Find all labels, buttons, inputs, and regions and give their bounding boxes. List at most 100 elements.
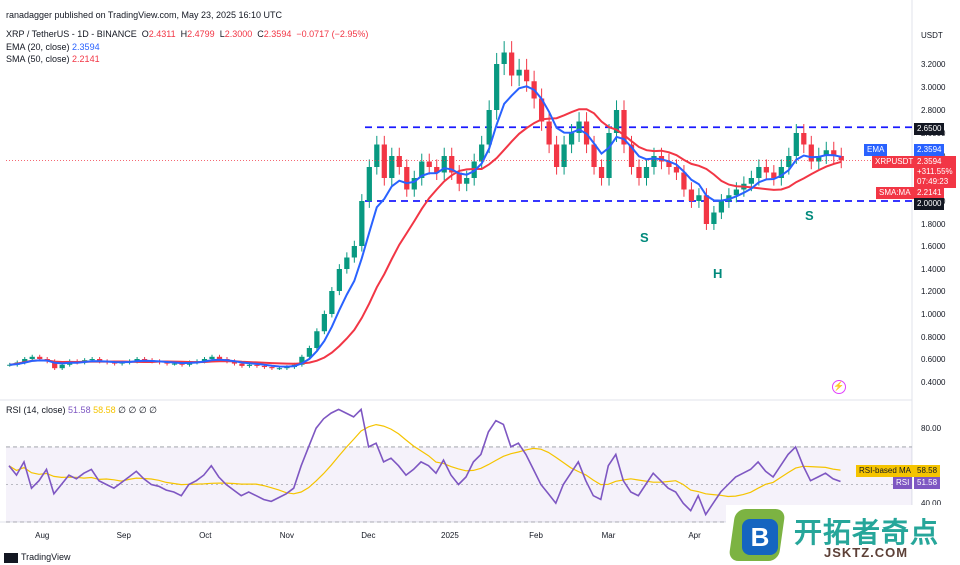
watermark-logo-inner: B <box>742 519 778 555</box>
time-tick-label: Apr <box>688 531 701 540</box>
price-tick-label: 1.4000 <box>921 265 946 274</box>
tradingview-logo[interactable]: TradingView <box>0 552 71 563</box>
time-tick-label: Aug <box>35 531 49 540</box>
candle-body <box>801 133 807 145</box>
price-tick-label: 1.2000 <box>921 287 946 296</box>
candle-body <box>561 144 567 167</box>
candle-body <box>763 167 769 173</box>
candle-body <box>449 156 455 173</box>
candle-body <box>778 167 784 178</box>
price-tick-label: 2.8000 <box>921 106 946 115</box>
candle-body <box>299 356 305 365</box>
candle-body <box>568 133 575 145</box>
candle-body <box>831 150 837 156</box>
candle-body <box>276 368 283 370</box>
rsi-line <box>8 407 841 517</box>
candle-body <box>164 362 170 364</box>
price-tick-label: 1.0000 <box>921 310 946 319</box>
candle-body <box>261 365 268 368</box>
rsi-value-tag: 51.58 <box>914 477 941 489</box>
candle-body <box>756 167 762 178</box>
rsi-legend[interactable]: RSI (14, close) 51.58 58.58 ∅ ∅ ∅ ∅ <box>6 405 157 416</box>
candle-body <box>606 133 612 178</box>
candle-body <box>441 156 447 173</box>
watermark: B 开拓者奇点 JSKTZ.COM <box>726 505 960 565</box>
candle-body <box>793 133 799 156</box>
candle-body <box>718 201 725 213</box>
pct-change: +311.55% <box>917 167 953 176</box>
price-tick-label: 0.8000 <box>921 333 946 342</box>
candle-body <box>179 363 185 365</box>
sma-value-tag: 2.2141 <box>914 187 945 199</box>
rsi-legend-extra: ∅ ∅ ∅ ∅ <box>118 405 158 415</box>
candle-body <box>314 331 320 348</box>
support-tag: 2.0000 <box>914 198 945 210</box>
candle-body <box>389 156 395 178</box>
ema-legend-value: 2.3594 <box>72 42 100 52</box>
brand-name: TradingView <box>21 552 71 562</box>
head-label: H <box>713 266 723 281</box>
candle-body <box>651 156 657 167</box>
candle-body <box>381 144 387 178</box>
rsi-ma-legend-value: 58.58 <box>93 405 116 415</box>
candle-body <box>209 356 215 359</box>
candle-body <box>494 64 500 110</box>
right-shoulder-label: S <box>805 208 814 223</box>
time-tick-label: Mar <box>602 531 616 540</box>
candle-body <box>598 167 605 178</box>
candle-body <box>509 52 515 76</box>
candle-body <box>426 161 432 167</box>
candle-body <box>97 359 103 362</box>
price-tick-label: 0.6000 <box>921 355 946 364</box>
publish-line: ranadagger published on TradingView.com,… <box>6 10 283 20</box>
tradingview-icon <box>4 552 18 563</box>
rsi-name-tag: RSI <box>893 477 913 489</box>
candle-body <box>284 367 290 369</box>
o-value: 2.4311 <box>148 29 176 39</box>
c-value: 2.3594 <box>263 29 292 39</box>
rsi-legend-value: 51.58 <box>68 405 91 415</box>
watermark-subtitle: JSKTZ.COM <box>824 545 909 560</box>
candle-body <box>329 291 335 314</box>
candle-body <box>771 172 777 178</box>
price-tick-label: 3.2000 <box>921 60 946 69</box>
ema-name-tag: EMA <box>864 144 888 156</box>
h-value: 2.4799 <box>187 29 215 39</box>
candle-body <box>591 144 597 167</box>
candle-body <box>479 144 485 162</box>
ema-line <box>9 85 842 368</box>
candle-body <box>703 195 710 224</box>
symbol-title[interactable]: XRP / TetherUS - 1D - BINANCE <box>6 29 137 39</box>
rsi-tick-label: 80.00 <box>921 424 942 433</box>
candle-body <box>231 361 238 364</box>
candle-body <box>696 195 702 201</box>
ema-value-tag: 2.3594 <box>914 144 945 156</box>
rsi-ma-value-tag: 58.58 <box>914 465 941 477</box>
candle-body <box>628 144 635 167</box>
candle-body <box>538 98 545 122</box>
candle-body <box>254 364 260 366</box>
watermark-title: 开拓者奇点 <box>794 516 940 549</box>
time-tick-label: 2025 <box>441 531 459 540</box>
ema-legend[interactable]: EMA (20, close) 2.3594 <box>6 42 100 52</box>
candle-body <box>711 212 717 224</box>
candle-body <box>29 356 35 359</box>
candle-body <box>52 361 58 369</box>
candle-body <box>359 201 365 246</box>
sma-legend[interactable]: SMA (50, close) 2.2141 <box>6 54 100 64</box>
time-tick-label: Sep <box>117 531 132 540</box>
candle-body <box>464 178 470 184</box>
lightning-icon[interactable]: ⚡ <box>832 380 846 394</box>
candle-body <box>666 161 672 167</box>
candle-body <box>171 363 178 365</box>
candle-body <box>456 172 462 184</box>
candle-body <box>546 121 552 145</box>
time-tick-label: Nov <box>280 531 294 540</box>
candle-body <box>748 178 754 184</box>
currency-label: USDT <box>921 31 943 40</box>
candle-body <box>808 144 814 162</box>
candle-body <box>404 167 410 190</box>
last-price-tag: 2.3594 +311.55% 07:49:23 <box>914 156 956 188</box>
